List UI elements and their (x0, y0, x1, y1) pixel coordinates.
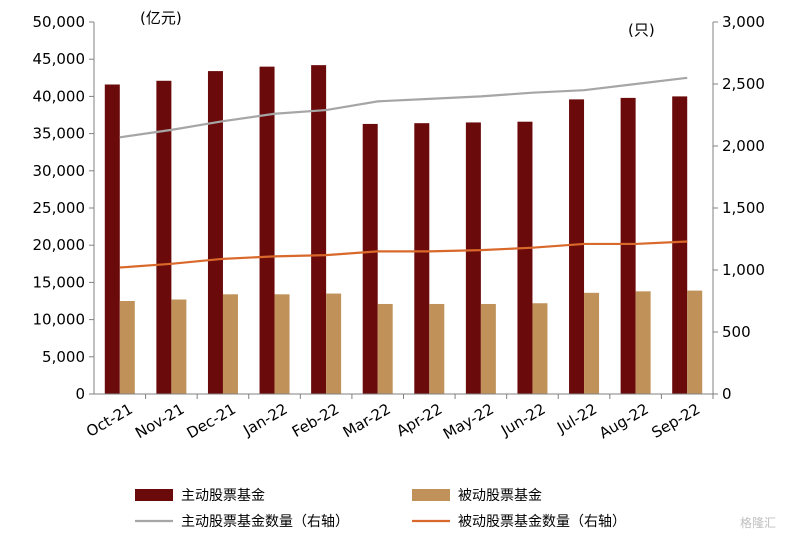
right-tick-label: 1,500 (722, 199, 765, 217)
x-tick-label: Mar-22 (340, 400, 394, 442)
bar-active-Feb-22 (311, 65, 327, 394)
left-axis: 0 5,000 10,000 15,000 20,000 25,000 30,000 35,0… (33, 13, 94, 403)
legend-swatch (135, 489, 173, 501)
right-tick-label: 2,500 (722, 75, 765, 93)
bar-active-Apr-22 (414, 123, 430, 395)
bar-active-Aug-22 (620, 97, 636, 394)
line-passive-count (119, 240, 688, 269)
left-tick-label: 5,000 (42, 348, 85, 366)
x-tick-label: Apr-22 (393, 400, 445, 440)
bar-passive-Aug-22 (635, 291, 651, 394)
bar-passive-Jun-22 (532, 303, 548, 394)
bar-passive-Apr-22 (429, 303, 445, 394)
right-axis: 0 500 1,000 1,500 2,000 2,500 3,000 (713, 13, 765, 403)
bar-active-May-22 (465, 122, 481, 394)
legend-label: 主动股票基金数量（右轴） (181, 513, 349, 530)
right-tick-label: 0 (722, 385, 732, 403)
left-tick-label: 40,000 (33, 87, 86, 105)
bar-passive-Feb-22 (326, 293, 342, 394)
bar-passive-Sep-22 (687, 290, 703, 394)
left-tick-label: 20,000 (33, 236, 86, 254)
left-tick-label: 10,000 (33, 311, 86, 329)
bar-passive-Oct-21 (119, 301, 135, 394)
left-tick-label: 0 (75, 385, 85, 403)
bar-passive-Mar-22 (377, 303, 393, 394)
bar-active-Oct-21 (104, 84, 120, 394)
x-tick-label: Sep-22 (648, 400, 703, 442)
x-tick-label: Dec-21 (184, 400, 239, 442)
x-tick-label: Jan-22 (239, 400, 290, 440)
left-tick-label: 15,000 (33, 273, 86, 291)
left-tick-label: 45,000 (33, 50, 86, 68)
watermark: 格隆汇 (740, 515, 776, 530)
bar-passive-Nov-21 (171, 299, 187, 394)
bar-active-Jun-22 (517, 121, 533, 395)
bar-passive-Dec-21 (222, 294, 238, 394)
bar-series (104, 65, 703, 395)
x-tick-label: Feb-22 (289, 400, 342, 441)
left-tick-label: 50,000 (33, 13, 86, 31)
x-tick-label: Nov-21 (132, 400, 187, 442)
bar-passive-Jan-22 (274, 294, 290, 394)
left-tick-label: 25,000 (33, 199, 86, 217)
right-tick-label: 2,000 (722, 137, 765, 155)
x-tick-label: Jul-22 (553, 400, 600, 437)
right-axis-unit-label: (只) (628, 21, 655, 39)
right-tick-label: 3,000 (722, 13, 765, 31)
bar-active-Sep-22 (672, 96, 688, 395)
legend-label: 主动股票基金 (181, 487, 265, 504)
right-tick-label: 500 (722, 323, 751, 341)
left-tick-label: 35,000 (33, 125, 86, 143)
line-active-count (119, 76, 688, 139)
x-tick-label: Oct-21 (83, 400, 136, 441)
bar-active-Dec-21 (207, 71, 223, 394)
left-tick-label: 30,000 (33, 162, 86, 180)
bar-active-Jan-22 (259, 66, 275, 394)
bar-passive-May-22 (480, 303, 496, 394)
legend-swatch (412, 489, 450, 501)
right-tick-label: 1,000 (722, 261, 765, 279)
x-tick-label: Jun-22 (497, 400, 548, 440)
left-axis-unit-label: (亿元) (140, 9, 182, 27)
x-tick-label: May-22 (440, 400, 497, 443)
legend-label: 被动股票基金数量（右轴） (458, 513, 626, 530)
legend-label: 被动股票基金 (458, 487, 542, 504)
bar-active-Mar-22 (362, 123, 378, 394)
bar-passive-Jul-22 (584, 292, 600, 394)
line-series (119, 76, 688, 269)
x-tick-label: Aug-22 (596, 400, 652, 442)
bar-active-Jul-22 (569, 99, 585, 394)
bar-active-Nov-21 (156, 80, 172, 394)
